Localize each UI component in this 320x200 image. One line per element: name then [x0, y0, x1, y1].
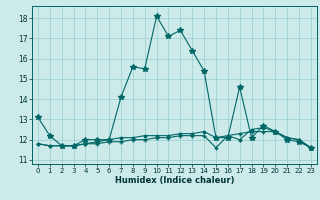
- X-axis label: Humidex (Indice chaleur): Humidex (Indice chaleur): [115, 176, 234, 185]
